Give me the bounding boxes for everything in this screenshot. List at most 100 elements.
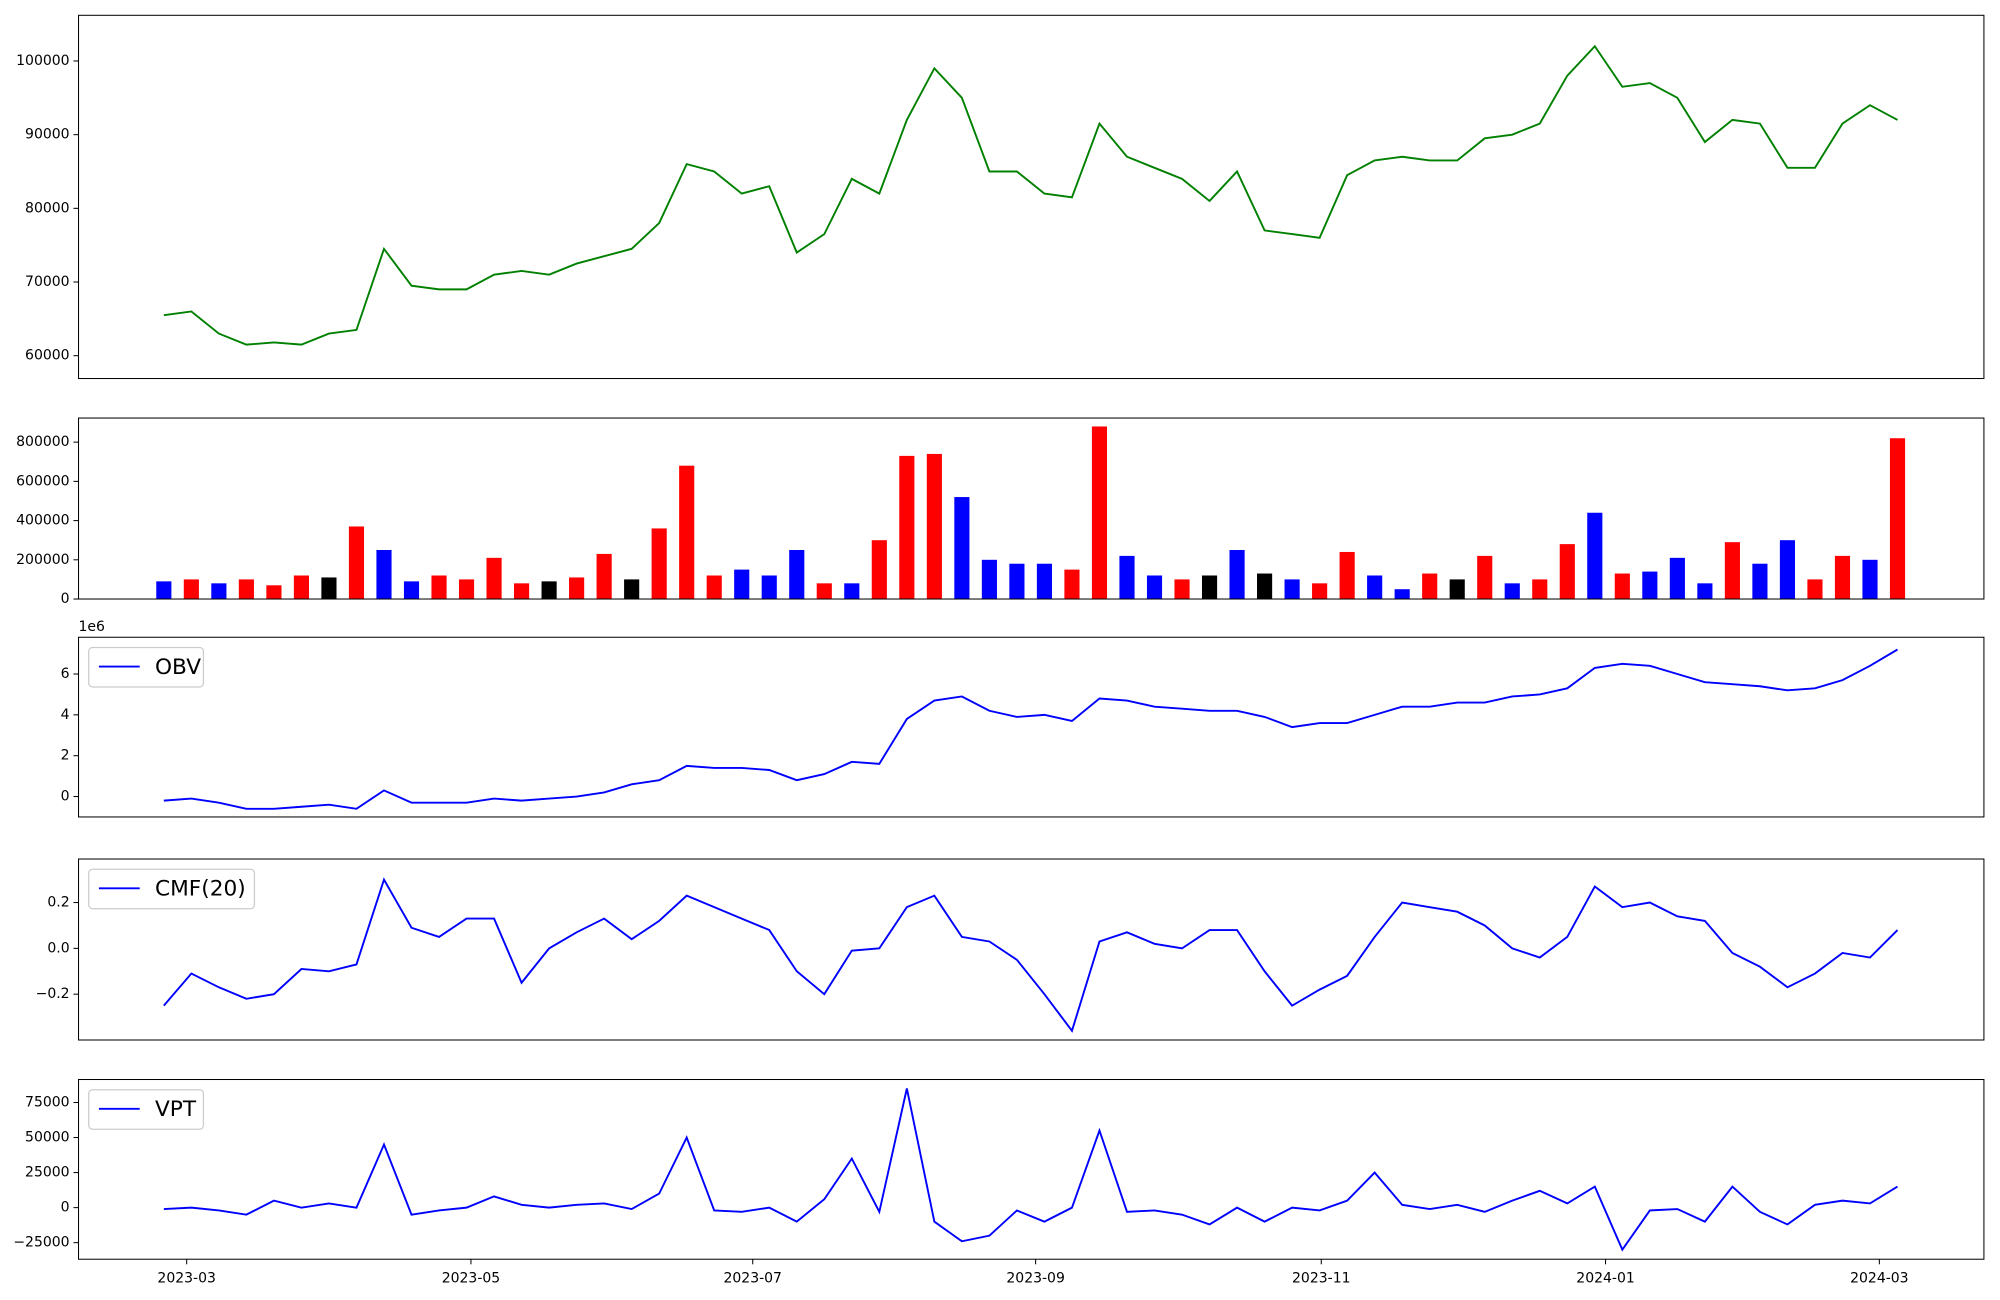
bar xyxy=(926,453,942,600)
bar xyxy=(431,575,447,600)
legend-label: VPT xyxy=(155,1097,197,1122)
bar xyxy=(376,550,392,600)
bar xyxy=(1449,579,1465,600)
bar xyxy=(1889,438,1906,600)
bar xyxy=(266,585,282,600)
bar xyxy=(844,583,860,600)
y-tick-label: 6 xyxy=(61,666,70,682)
x-tick-label: 2023-09 xyxy=(1006,1270,1065,1286)
y-tick-label: 60000 xyxy=(25,348,70,364)
y-tick-label: 100000 xyxy=(16,53,69,69)
y-tick-label: 0 xyxy=(61,591,70,607)
bar xyxy=(1862,559,1878,600)
bar xyxy=(569,577,585,600)
bar xyxy=(789,550,805,600)
axes-frame xyxy=(78,636,1985,818)
bar xyxy=(156,581,172,600)
bar xyxy=(651,528,667,600)
axes-frame xyxy=(78,14,1985,380)
bar xyxy=(1669,557,1685,600)
bar xyxy=(1779,540,1796,600)
bar xyxy=(1009,563,1025,600)
bar xyxy=(348,526,365,600)
y-tick-label: −0.2 xyxy=(36,986,70,1002)
y-tick-label: 80000 xyxy=(25,200,70,216)
line xyxy=(163,44,1898,346)
bar xyxy=(1064,569,1080,600)
bar xyxy=(238,579,254,600)
bar xyxy=(1834,555,1851,600)
bar xyxy=(981,559,997,600)
bar xyxy=(1697,583,1713,600)
bar xyxy=(1367,575,1383,600)
bar xyxy=(1119,555,1135,600)
bar xyxy=(954,497,970,600)
bar xyxy=(624,579,640,600)
y-tick-label: 25000 xyxy=(25,1165,70,1181)
legend-box xyxy=(88,646,205,688)
bar xyxy=(514,583,530,600)
bar xyxy=(541,581,557,600)
bar xyxy=(706,575,722,600)
y-tick-label: 70000 xyxy=(25,274,70,290)
y-tick-label: 600000 xyxy=(16,473,69,489)
y-tick-label: 2 xyxy=(61,748,70,764)
bar xyxy=(1422,573,1438,600)
y-tick-label: 0 xyxy=(61,789,70,805)
bar xyxy=(1504,583,1520,600)
x-tick-label: 2023-07 xyxy=(723,1270,782,1286)
x-tick-label: 2023-05 xyxy=(442,1270,500,1286)
bar xyxy=(458,579,475,600)
y-tick-label: 0.0 xyxy=(47,940,69,956)
line xyxy=(163,648,1898,810)
bar xyxy=(596,553,612,600)
bar xyxy=(211,583,227,600)
bar xyxy=(1257,573,1273,600)
y-tick-label: 0.2 xyxy=(47,895,69,911)
axes-frame xyxy=(78,858,1985,1041)
bar xyxy=(1174,579,1190,600)
y-tick-label: 0 xyxy=(61,1200,70,1216)
y-tick-label: 75000 xyxy=(25,1094,70,1110)
legend-box xyxy=(88,1089,205,1130)
x-tick-label: 2024-01 xyxy=(1576,1270,1635,1286)
bar xyxy=(293,575,309,600)
bar xyxy=(679,465,695,600)
bar xyxy=(816,583,832,600)
bar xyxy=(1807,579,1823,600)
bar xyxy=(1229,550,1245,600)
x-tick-label: 2023-11 xyxy=(1292,1270,1351,1286)
bar xyxy=(734,569,750,600)
y-tick-label: 800000 xyxy=(16,434,69,450)
bar xyxy=(1036,563,1053,600)
bar xyxy=(1284,579,1300,600)
y-tick-label: 200000 xyxy=(16,552,69,568)
bar xyxy=(1587,512,1603,600)
bar xyxy=(403,581,420,600)
bar xyxy=(1724,542,1740,600)
bar xyxy=(1146,575,1163,600)
legend-label: OBV xyxy=(155,655,201,680)
legend-label: CMF(20) xyxy=(155,877,246,902)
bar xyxy=(183,579,199,600)
y-tick-label: 400000 xyxy=(16,513,69,529)
bar xyxy=(1312,583,1328,600)
bar xyxy=(761,575,777,600)
bar xyxy=(899,455,915,600)
bar xyxy=(1091,426,1108,600)
bar xyxy=(1532,579,1548,600)
bar xyxy=(1752,563,1768,600)
bar xyxy=(1642,571,1658,600)
x-tick-label: 2023-03 xyxy=(157,1270,216,1286)
bar xyxy=(1201,575,1218,600)
line xyxy=(163,877,1899,1033)
y-tick-label: 50000 xyxy=(25,1130,70,1146)
y-tick-label: 90000 xyxy=(25,127,70,143)
bar xyxy=(871,540,887,600)
legend-box xyxy=(88,868,256,910)
bar xyxy=(486,557,502,600)
axes-frame xyxy=(78,417,1985,600)
y-tick-label: 4 xyxy=(61,707,70,723)
y-tick-label: −25000 xyxy=(13,1235,69,1251)
